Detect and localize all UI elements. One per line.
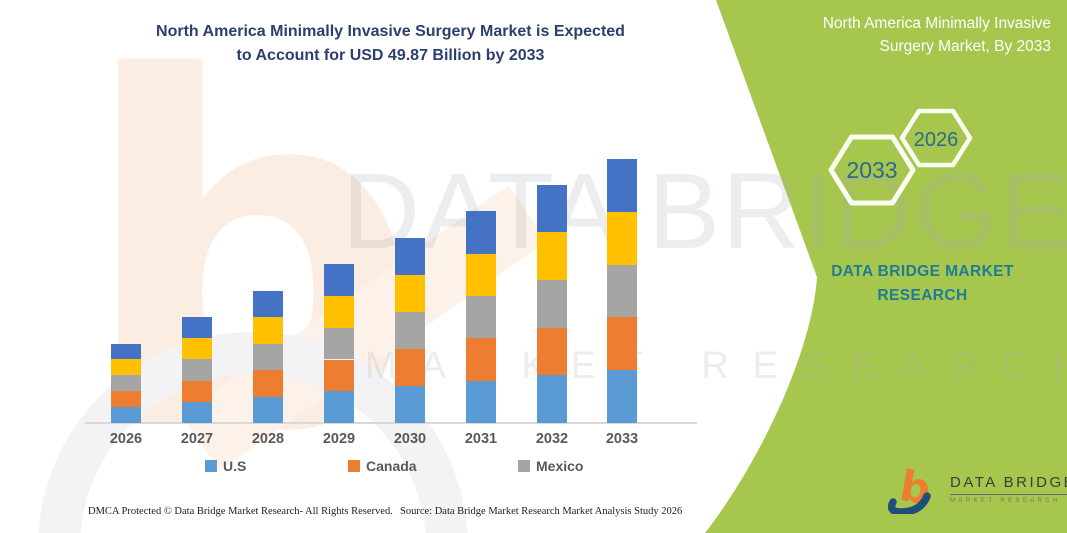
segment-unlabeled-blue-2027 <box>182 317 212 339</box>
segment-unlabeled-yellow-2027 <box>182 338 212 360</box>
chart-title: North America Minimally Invasive Surgery… <box>128 20 653 68</box>
bar-2033 <box>607 159 637 423</box>
watermark-text-data-bridge: DATA BRIDGE <box>342 150 1067 271</box>
bar-2030 <box>395 237 425 423</box>
legend-item-canada: Canada <box>348 458 417 474</box>
logo-text-block: DATA BRIDGE MARKET RESEARCH <box>950 474 1067 504</box>
brand-wordmark: DATA BRIDGE MARKET RESEARCH <box>795 260 1050 308</box>
x-axis-label-2033: 2033 <box>605 431 639 447</box>
legend-swatch-canada <box>348 460 360 472</box>
legend-label-canada: Canada <box>366 458 417 474</box>
bar-2031 <box>466 211 496 423</box>
segment-unlabeled-yellow-2033 <box>607 211 637 265</box>
panel-title-line2: Surgery Market, By 2033 <box>879 38 1051 55</box>
segment-unlabeled-blue-2033 <box>607 159 637 212</box>
source-note: Source: Data Bridge Market Research Mark… <box>400 506 683 517</box>
logo-subtext: MARKET RESEARCH <box>950 498 1061 504</box>
dmca-notice: DMCA Protected © Data Bridge Market Rese… <box>88 506 393 517</box>
panel-title: North America Minimally Invasive Surgery… <box>721 12 1051 58</box>
segment-Canada-2031 <box>466 338 496 381</box>
legend-swatch-mexico <box>518 460 530 472</box>
legend-label-mexico: Mexico <box>536 458 584 474</box>
segment-unlabeled-yellow-2031 <box>466 253 496 296</box>
segment-Canada-2027 <box>182 380 212 402</box>
legend-label-u.s: U.S <box>223 458 247 474</box>
segment-unlabeled-blue-2026 <box>111 343 141 360</box>
segment-unlabeled-blue-2030 <box>395 237 425 275</box>
segment-Mexico-2031 <box>466 295 496 339</box>
legend-item-mexico: Mexico <box>518 458 583 474</box>
segment-unlabeled-yellow-2026 <box>111 359 141 376</box>
segment-unlabeled-blue-2032 <box>537 184 567 233</box>
x-axis-line <box>85 422 697 424</box>
data-bridge-logo: b DATA BRIDGE MARKET RESEARCH <box>888 464 1067 514</box>
chart-title-line2: to Account for USD 49.87 Billion by 2033 <box>236 47 545 64</box>
segment-Canada-2032 <box>537 327 567 376</box>
x-axis-label-2027: 2027 <box>180 431 214 447</box>
segment-Canada-2033 <box>607 317 637 371</box>
segment-U.S-2027 <box>182 401 212 423</box>
x-axis-label-2028: 2028 <box>251 431 285 447</box>
hexagon-small-year: 2026 <box>914 129 959 151</box>
segment-Mexico-2026 <box>111 375 141 392</box>
x-axis-label-2032: 2032 <box>535 431 569 447</box>
brand-line2: RESEARCH <box>877 287 968 304</box>
segment-U.S-2026 <box>111 407 141 423</box>
segment-Canada-2030 <box>395 348 425 386</box>
segment-Mexico-2028 <box>253 343 283 371</box>
panel-title-line1: North America Minimally Invasive <box>822 15 1051 32</box>
segment-U.S-2031 <box>466 380 496 423</box>
segment-Mexico-2032 <box>537 280 567 328</box>
segment-unlabeled-yellow-2029 <box>324 295 354 328</box>
bar-2027 <box>182 317 212 423</box>
segment-unlabeled-yellow-2028 <box>253 317 283 344</box>
bar-2029 <box>324 264 354 423</box>
x-axis-label-2030: 2030 <box>393 431 427 447</box>
segment-Mexico-2029 <box>324 327 354 360</box>
hexagon-large <box>828 134 916 206</box>
legend-item-u.s: U.S <box>205 458 246 474</box>
segment-unlabeled-yellow-2030 <box>395 274 425 312</box>
segment-Canada-2028 <box>253 370 283 397</box>
bar-2032 <box>537 184 567 423</box>
segment-unlabeled-blue-2031 <box>466 211 496 254</box>
segment-Mexico-2030 <box>395 311 425 349</box>
segment-Mexico-2033 <box>607 264 637 318</box>
hexagon-small <box>899 108 973 168</box>
segment-U.S-2029 <box>324 391 354 423</box>
segment-unlabeled-blue-2028 <box>253 290 283 318</box>
chart-title-line1: North America Minimally Invasive Surgery… <box>156 23 625 40</box>
legend-swatch-u.s <box>205 460 217 472</box>
bar-2026 <box>111 343 141 423</box>
segment-U.S-2032 <box>537 375 567 423</box>
logo-wordmark: DATA BRIDGE <box>950 474 1067 495</box>
bar-2028 <box>253 290 283 423</box>
x-axis-label-2029: 2029 <box>322 431 356 447</box>
x-axis-label-2026: 2026 <box>109 431 143 447</box>
segment-Canada-2026 <box>111 391 141 408</box>
segment-unlabeled-blue-2029 <box>324 264 354 296</box>
segment-U.S-2033 <box>607 370 637 423</box>
x-axis-label-2031: 2031 <box>464 431 498 447</box>
brand-line1: DATA BRIDGE MARKET <box>831 263 1014 280</box>
segment-U.S-2030 <box>395 385 425 423</box>
segment-unlabeled-yellow-2032 <box>537 232 567 281</box>
hexagon-large-year: 2033 <box>846 157 897 183</box>
segment-Mexico-2027 <box>182 359 212 381</box>
segment-U.S-2028 <box>253 396 283 423</box>
segment-Canada-2029 <box>324 359 354 392</box>
data-bridge-logo-icon: b <box>888 464 934 514</box>
